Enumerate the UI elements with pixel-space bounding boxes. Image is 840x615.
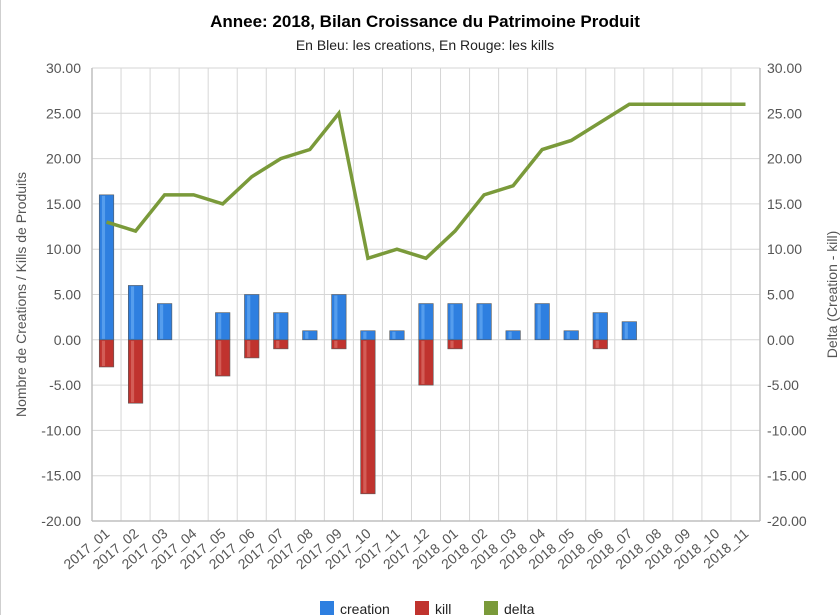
y-tick-label: 20.00 [46,151,81,167]
legend-label-creation: creation [340,601,390,615]
bar-creation [389,330,405,341]
y-tick-label: -5.00 [49,377,81,393]
bar-creation [128,285,144,341]
bar-highlight [624,322,628,339]
bar-creation [302,330,318,341]
bar-kill [418,339,434,386]
bar-highlight [218,340,222,376]
y-tick-label: -15.00 [41,468,81,484]
bar-highlight [363,331,367,339]
bar-kill [244,339,260,359]
bar-kill [331,339,347,350]
bar-creation [331,294,347,341]
frame-border [0,0,1,615]
chart-subtitle: En Bleu: les creations, En Rouge: les ki… [295,37,555,53]
bar-highlight [305,331,309,339]
bar-highlight [421,304,425,339]
bar-creation [273,312,289,341]
bar-creation [215,312,231,341]
bar-highlight [276,313,280,339]
bar-creation [418,303,434,341]
bar-highlight [537,304,541,339]
y-tick-label: 15.00 [46,196,81,212]
bar-kill [447,339,463,350]
bar-highlight [508,331,512,339]
bar-creation [505,330,521,341]
bar-kill [360,339,376,495]
bar-kill [98,339,115,368]
y2-tick-label: 0.00 [767,332,794,348]
y2-tick-label: -20.00 [767,513,807,529]
bar-creation [244,294,260,341]
bar-highlight [247,340,251,357]
y-tick-label: -10.00 [41,422,81,438]
legend-label-delta: delta [504,601,535,615]
bar-highlight [130,340,135,403]
bar-kill [215,339,231,377]
bar-highlight [479,304,483,339]
bar-highlight [159,304,164,339]
bar-kill [273,339,289,350]
bar-highlight [392,331,396,339]
bar-creation [534,303,550,341]
line-delta [106,102,746,261]
bar-highlight [566,331,570,339]
bar-creation [592,312,608,341]
legend-label-kill: kill [435,601,451,615]
bar-creation [360,330,376,341]
y-tick-label: 25.00 [46,105,81,121]
bar-creation [98,194,115,341]
legend-swatch-creation [320,601,334,615]
y2-tick-label: -10.00 [767,422,807,438]
y2-tick-label: 25.00 [767,105,802,121]
legend-swatch-kill [415,601,429,615]
y2-tick-label: 5.00 [767,287,794,303]
bar-highlight [101,195,106,339]
bar-kill [592,339,608,350]
y2-tick-label: -15.00 [767,468,807,484]
bar-highlight [276,340,280,348]
bar-creation [447,303,463,341]
bar-kill [128,339,144,404]
bar-creation [621,321,637,341]
bar-highlight [595,340,599,348]
bar-highlight [334,340,338,348]
bar-highlight [450,304,454,339]
bar-highlight [130,286,135,339]
y2-axis-title: Delta (Creation - kill) [824,231,840,359]
bar-creation [476,303,492,341]
bar-highlight [363,340,367,493]
bar-highlight [450,340,454,348]
y2-tick-label: 30.00 [767,60,802,76]
y2-tick-label: 20.00 [767,151,802,167]
bar-highlight [421,340,425,385]
y-tick-label: -20.00 [41,513,81,529]
bar-highlight [101,340,106,366]
y2-tick-label: 15.00 [767,196,802,212]
y-tick-label: 0.00 [54,332,81,348]
y-tick-label: 30.00 [46,60,81,76]
chart-title: Annee: 2018, Bilan Croissance du Patrimo… [210,12,640,31]
y-tick-label: 10.00 [46,241,81,257]
bar-highlight [334,295,338,339]
y-tick-label: 5.00 [54,287,81,303]
legend-swatch-delta [484,601,498,615]
y2-tick-label: 10.00 [767,241,802,257]
bar-highlight [595,313,599,339]
bar-highlight [218,313,222,339]
y2-tick-label: -5.00 [767,377,799,393]
bar-creation [563,330,579,341]
bar-highlight [247,295,251,339]
bar-creation [157,303,173,341]
y-axis-title: Nombre de Creations / Kills de Produits [13,172,29,417]
